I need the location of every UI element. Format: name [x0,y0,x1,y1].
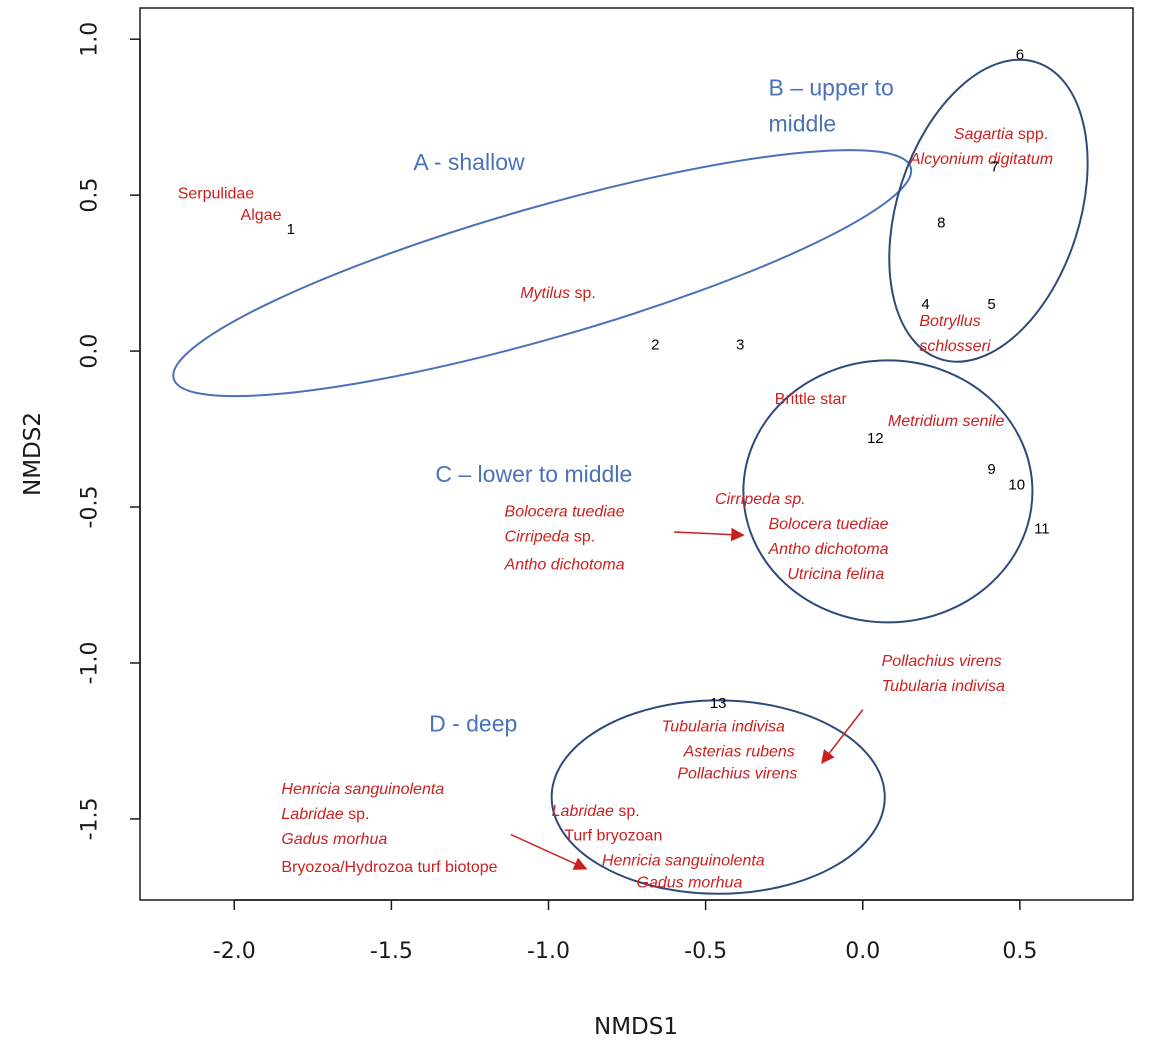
species-label: Labridae sp. [552,803,640,820]
site-point: 12 [867,430,884,447]
species-arrow [821,709,864,764]
site-point: 1 [287,221,295,238]
site-point: 7 [991,159,999,176]
species-label: Tubularia indivisa [882,678,1005,695]
site-point: 9 [987,461,995,478]
species-label: Henricia sanguinolenta [281,781,444,798]
group-label: middle [768,110,836,136]
species-label: Utricina felina [787,566,884,583]
species-label: Mytilus sp. [520,285,596,302]
species-label: Pollachius virens [677,765,797,782]
group-ellipse [172,149,913,398]
species-label: Algae [241,207,282,224]
species-label: Antho dichotoma [767,541,888,558]
species-label: Pollachius virens [882,653,1002,670]
species-label: Serpulidae [178,185,255,202]
y-tick-label: 0.0 [78,334,103,369]
species-label: Bryozoa/Hydrozoa turf biotope [281,859,497,876]
species-labels: Serpulidae Algae Mytilus sp. Sagartia spp. A… [178,126,1053,892]
x-tick-label: -2.0 [213,939,256,964]
y-tick-label: -0.5 [78,486,103,529]
group-ellipses [172,58,1089,895]
site-point: 6 [1016,46,1024,63]
x-axis: -2.0 -1.5 -1.0 -0.5 0.0 0.5 [213,899,1037,964]
group-ellipse [550,699,886,895]
x-axis-title: NMDS1 [594,1014,678,1040]
species-label: Cirripeda sp. [715,491,806,508]
group-ellipse [742,359,1034,624]
species-label: Botryllus [919,313,980,330]
x-tick-label: -0.5 [684,939,727,964]
site-point: 8 [937,215,945,232]
species-label: schlosseri [919,338,991,355]
x-tick-label: -1.0 [527,939,570,964]
species-label: Antho dichotoma [504,556,625,573]
species-arrows [510,527,864,870]
group-labels: A - shallow B – upper to middle C – lower t… [413,74,893,736]
y-axis-title: NMDS2 [20,412,46,496]
species-label: Tubularia indivisa [662,719,785,736]
species-label: Henricia sanguinolenta [602,853,765,870]
group-label: D - deep [429,711,517,737]
species-label: Sagartia spp. [954,126,1048,143]
y-tick-label: 1.0 [78,22,103,57]
site-point: 5 [987,296,995,313]
x-tick-label: 0.0 [845,939,880,964]
y-axis: -1.5 -1.0 -0.5 0.0 0.5 1.0 [78,22,141,840]
y-tick-label: -1.0 [78,641,103,684]
species-label: Gadus morhua [281,831,387,848]
group-label: A - shallow [413,149,525,175]
site-point: 10 [1008,477,1025,494]
species-label: Alcyonium digitatum [909,151,1053,168]
group-label: C – lower to middle [435,461,632,487]
species-arrow [674,527,745,542]
x-tick-label: 0.5 [1002,939,1037,964]
y-tick-label: 0.5 [78,178,103,213]
y-tick-label: -1.5 [78,797,103,840]
species-label: Metridium senile [888,413,1005,430]
species-label: Labridae sp. [281,806,369,823]
site-point: 11 [1034,520,1050,537]
site-point: 3 [736,336,744,353]
x-tick-label: -1.5 [370,939,413,964]
species-label: Gadus morhua [637,875,743,892]
species-label: Brittle star [775,391,848,408]
species-label: Cirripeda sp. [505,528,596,545]
species-label: Bolocera tuediae [768,516,888,533]
species-label: Turf bryozoan [564,828,662,845]
site-point: 13 [710,695,727,712]
group-ellipse [888,58,1089,363]
species-label: Asterias rubens [683,744,795,761]
species-label: Bolocera tuediae [505,503,625,520]
group-label: B – upper to [768,74,893,100]
site-point: 2 [651,336,659,353]
species-arrow [510,833,588,870]
site-point: 4 [921,296,929,313]
